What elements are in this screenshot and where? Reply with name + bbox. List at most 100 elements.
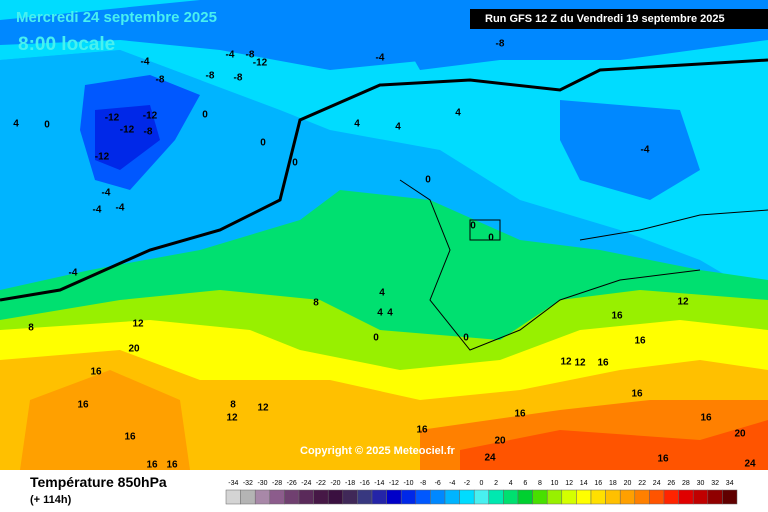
contour-label: 0 [202,110,208,121]
legend-swatch [561,489,577,505]
legend-label: 34 [726,480,734,487]
contour-label: -8 [246,50,255,61]
field [560,100,700,200]
contour-label: 4 [387,308,393,319]
legend-swatch [692,489,709,505]
legend-label: -26 [287,480,297,487]
legend-label: 26 [667,480,675,487]
contour-label: -8 [234,73,243,84]
contour-label: 24 [744,459,756,470]
contour-label: -8 [156,75,165,86]
contour-label: 12 [226,413,238,424]
contour-label: 8 [313,298,319,309]
contour-label: 16 [77,400,89,411]
field [95,105,160,170]
contour-label: 16 [90,367,102,378]
contour-label: -4 [116,203,125,214]
legend-swatch [663,489,679,505]
legend-label: -24 [301,480,311,487]
legend-label: -4 [449,480,455,487]
contour-label: -12 [120,125,135,136]
legend-swatch [357,489,373,505]
legend-swatch [473,489,490,505]
legend-label: 30 [697,480,705,487]
field [20,370,190,470]
contour-label: 24 [484,453,496,464]
legend-swatch [649,489,665,505]
legend-swatch [444,489,460,505]
legend-swatch [532,489,548,505]
contour-label: -4 [102,188,111,199]
contour-label: 0 [425,175,431,186]
contour-label: -4 [376,53,385,64]
contour-label: 16 [631,389,643,400]
contour-label: 4 [455,108,461,119]
run-box [470,9,768,29]
contour-label: 12 [132,319,144,330]
copyright: Copyright © 2025 Meteociel.fr [300,445,456,457]
contour-label: 16 [634,336,646,347]
legend-label: -10 [403,480,413,487]
legend-swatch [269,489,285,505]
contour-label: -4 [641,145,650,156]
coastline [399,179,768,351]
contour-label: 16 [124,432,136,443]
legend-label: 14 [580,480,588,487]
footer-title: Température 850hPa [30,474,167,490]
contour-label: 20 [494,436,506,447]
contour-label: 4 [377,308,383,319]
legend-label: -12 [389,480,399,487]
legend-swatch [284,489,300,505]
legend-label: -20 [330,480,340,487]
contour-label: 0 [488,233,494,244]
contour-label: -12 [143,111,158,122]
contour-label: 16 [416,425,428,436]
legend-label: 22 [638,480,646,487]
legend-swatch [678,489,694,505]
legend-label: 18 [609,480,617,487]
legend-swatch [634,489,650,505]
time: 8:00 locale [18,34,115,55]
legend-label: -32 [243,480,253,487]
legend-swatch [707,489,723,505]
legend-label: 16 [594,480,602,487]
legend-swatch [430,489,446,505]
date: Mercredi 24 septembre 2025 [16,9,217,26]
legend-swatch [503,489,519,505]
contour-label: 0 [373,333,379,344]
legend-label: -8 [420,480,426,487]
contour-label: -4 [141,57,150,68]
contour-label: 12 [560,357,572,368]
legend-label: 24 [653,480,661,487]
contour-label: 16 [166,460,178,471]
legend-swatch [546,489,563,505]
contour-label: -8 [206,71,215,82]
contour-label: 12 [574,358,586,369]
legend-swatch [605,489,621,505]
run-text: Run GFS 12 Z du Vendredi 19 septembre 20… [485,13,725,25]
contour-label: 8 [28,323,34,334]
legend-label: -16 [360,480,370,487]
legend-swatch [722,489,738,505]
contour [0,58,768,302]
legend-label: -22 [316,480,326,487]
legend-label: 20 [624,480,632,487]
contour-label: 16 [597,358,609,369]
contour-label: 12 [257,403,269,414]
legend-swatch [298,489,314,505]
contour-label: 4 [13,119,19,130]
contour-label: 0 [44,120,50,131]
field [460,420,768,470]
legend-swatch [619,489,636,505]
legend-label: 6 [523,480,527,487]
contour-label: 0 [292,158,298,169]
legend-label: -14 [374,480,384,487]
legend-label: -28 [272,480,282,487]
legend-label: -34 [228,480,238,487]
contour-label: 4 [354,119,360,130]
legend-swatch [415,489,431,505]
legend-label: 4 [509,480,513,487]
legend-swatch [576,489,592,505]
legend-swatch [225,489,241,505]
legend-swatch [386,489,402,505]
